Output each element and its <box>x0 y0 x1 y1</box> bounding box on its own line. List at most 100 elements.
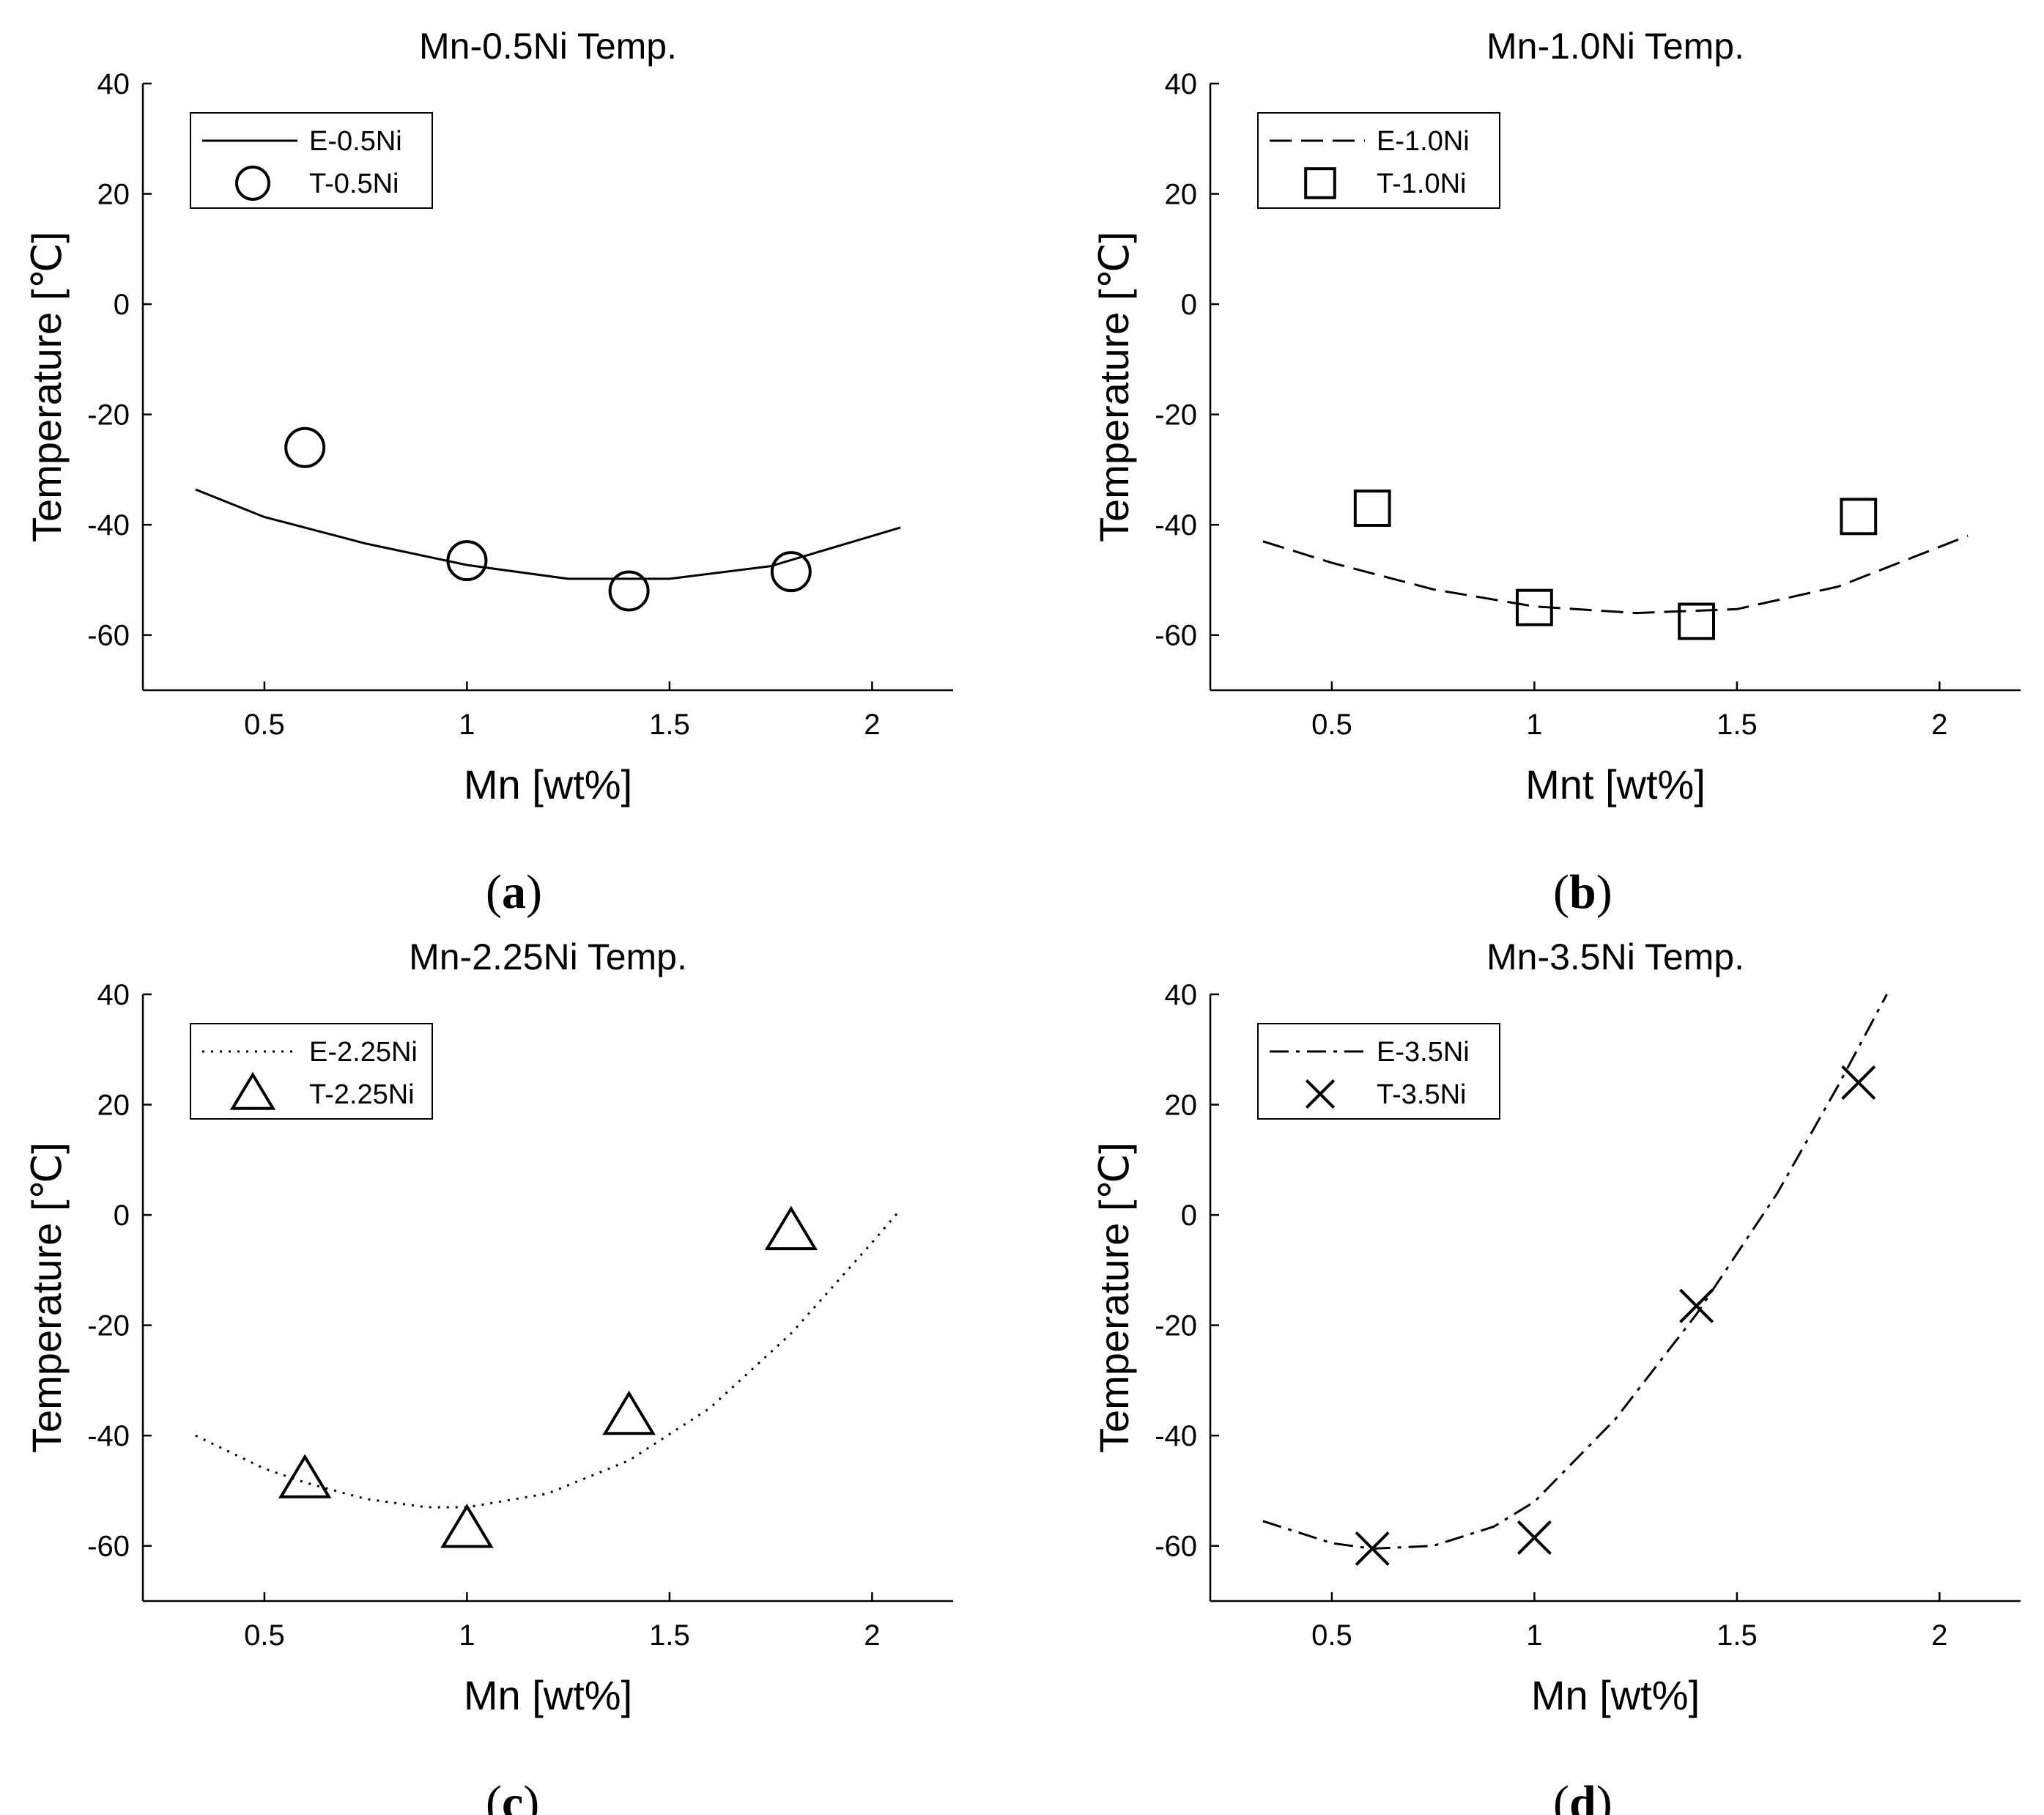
y-tick-label: 0 <box>1181 1199 1197 1232</box>
chart-panel-b: -60 -40 -20 0 20 40 0.5 1 1.5 2 Mn-1.0Ni Temp. Mnt … <box>1091 26 2021 919</box>
x-tick-label: 1 <box>459 1619 475 1652</box>
legend: E-1.0Ni T-1.0Ni <box>1257 112 1500 209</box>
y-tick-label: 40 <box>97 68 130 100</box>
x-tick-label: 0.5 <box>244 1619 285 1652</box>
x-axis-label: Mnt [wt%] <box>1525 761 1706 807</box>
y-tick-label: 40 <box>1165 979 1198 1011</box>
legend-label: E-3.5Ni <box>1377 1037 1470 1068</box>
y-tick-label: 20 <box>97 179 130 211</box>
y-tick-label: -60 <box>1155 620 1197 652</box>
legend-marker-swatch <box>235 166 270 201</box>
data-point <box>1678 602 1715 640</box>
y-tick-label: 0 <box>114 289 130 321</box>
y-tick-label: 20 <box>1165 179 1198 211</box>
y-tick-label: -60 <box>87 620 130 652</box>
legend: E-2.25Ni T-2.25Ni <box>190 1023 433 1120</box>
legend-box <box>1257 1023 1500 1120</box>
panel-label: (c) <box>486 1776 539 1815</box>
legend: E-3.5Ni T-3.5Ni <box>1257 1023 1500 1120</box>
legend: E-0.5Ni T-0.5Ni <box>190 112 433 209</box>
chart-title: Mn-1.0Ni Temp. <box>1486 26 1744 67</box>
y-axis-label: Temperature [℃] <box>1091 1142 1137 1453</box>
panel-label: (b) <box>1553 865 1612 919</box>
legend-box <box>190 1023 433 1120</box>
y-tick-label: -20 <box>1155 399 1197 432</box>
x-axis-label: Mn [wt%] <box>1531 1672 1700 1718</box>
y-tick-label: -40 <box>1155 1420 1197 1452</box>
y-tick-label: -40 <box>1155 509 1197 541</box>
data-point <box>1840 498 1878 536</box>
x-tick-label: 1.5 <box>649 709 690 741</box>
x-tick-label: 1.5 <box>1717 709 1758 741</box>
x-tick-label: 1 <box>1526 709 1542 741</box>
data-point <box>602 1390 656 1435</box>
legend-marker-swatch <box>1304 167 1336 199</box>
x-tick-label: 2 <box>1931 709 1947 741</box>
legend-box <box>190 112 433 209</box>
x-axis-label: Mn [wt%] <box>464 761 632 807</box>
data-point <box>608 570 650 612</box>
chart-panel-c: -60 -40 -20 0 20 40 0.5 1 1.5 2 Mn-2.25Ni Temp. Mn … <box>23 936 953 1815</box>
y-tick-label: -60 <box>1155 1531 1197 1563</box>
y-tick-label: 0 <box>1181 289 1197 321</box>
x-tick-label: 2 <box>1931 1619 1947 1652</box>
y-axis-label: Temperature [℃] <box>23 1142 70 1453</box>
y-tick-label: 40 <box>97 979 130 1011</box>
y-tick-label: -40 <box>87 1420 130 1452</box>
y-tick-label: -20 <box>87 1310 130 1342</box>
y-tick-label: 20 <box>1165 1090 1198 1122</box>
data-point <box>1353 489 1391 528</box>
y-tick-label: -60 <box>87 1531 130 1563</box>
panel-label: (d) <box>1553 1776 1612 1815</box>
legend-box <box>1257 112 1500 209</box>
chart-title: Mn-0.5Ni Temp. <box>419 26 677 67</box>
y-axis-label: Temperature [℃] <box>1091 232 1137 542</box>
series-line-E-1.0Ni <box>1262 534 1969 615</box>
data-point <box>770 551 812 593</box>
legend-label: T-3.5Ni <box>1377 1079 1466 1110</box>
chart-panel-a: -60 -40 -20 0 20 40 0.5 1 1.5 2 Mn-0.5Ni Temp. Mn [… <box>23 26 953 919</box>
legend-label: T-1.0Ni <box>1377 169 1466 199</box>
legend-label: E-2.25Ni <box>309 1037 418 1068</box>
data-point <box>1841 1065 1876 1100</box>
legend-marker-swatch <box>229 1071 276 1110</box>
legend-label: T-0.5Ni <box>309 169 399 199</box>
x-tick-label: 2 <box>864 1619 880 1652</box>
y-tick-label: -20 <box>87 399 130 432</box>
x-tick-label: 1 <box>459 709 475 741</box>
x-tick-label: 1 <box>1526 1619 1542 1652</box>
data-point <box>1355 1531 1390 1567</box>
y-tick-label: -40 <box>87 509 130 541</box>
data-point <box>440 1504 494 1548</box>
data-point <box>284 426 326 468</box>
x-axis-label: Mn [wt%] <box>464 1672 632 1718</box>
x-tick-label: 0.5 <box>1311 1619 1352 1652</box>
data-point <box>446 540 488 582</box>
legend-label: T-2.25Ni <box>309 1079 415 1110</box>
data-point <box>1679 1288 1714 1323</box>
panel-label: (a) <box>486 865 542 919</box>
y-tick-label: 40 <box>1165 68 1198 100</box>
y-tick-label: 0 <box>114 1199 130 1232</box>
y-tick-label: 20 <box>97 1090 130 1122</box>
data-point <box>764 1205 818 1251</box>
series-line-E-0.5Ni <box>195 488 901 580</box>
legend-label: E-1.0Ni <box>1377 126 1470 157</box>
y-axis-label: Temperature [℃] <box>23 232 70 542</box>
x-tick-label: 0.5 <box>244 709 285 741</box>
x-tick-label: 1.5 <box>1717 1619 1758 1652</box>
x-tick-label: 0.5 <box>1311 709 1352 741</box>
legend-marker-swatch <box>1305 1079 1336 1109</box>
chart-panel-d: -60 -40 -20 0 20 40 0.5 1 1.5 2 Mn-3.5Ni Temp. Mn [… <box>1091 936 2021 1815</box>
x-tick-label: 2 <box>864 709 880 741</box>
chart-title: Mn-2.25Ni Temp. <box>409 936 687 977</box>
x-tick-label: 1.5 <box>649 1619 690 1652</box>
legend-label: E-0.5Ni <box>309 126 402 157</box>
chart-title: Mn-3.5Ni Temp. <box>1486 936 1744 977</box>
data-point <box>278 1454 332 1498</box>
data-point <box>1516 588 1553 626</box>
y-tick-label: -20 <box>1155 1310 1197 1342</box>
series-line-E-3.5Ni <box>1262 994 1888 1550</box>
